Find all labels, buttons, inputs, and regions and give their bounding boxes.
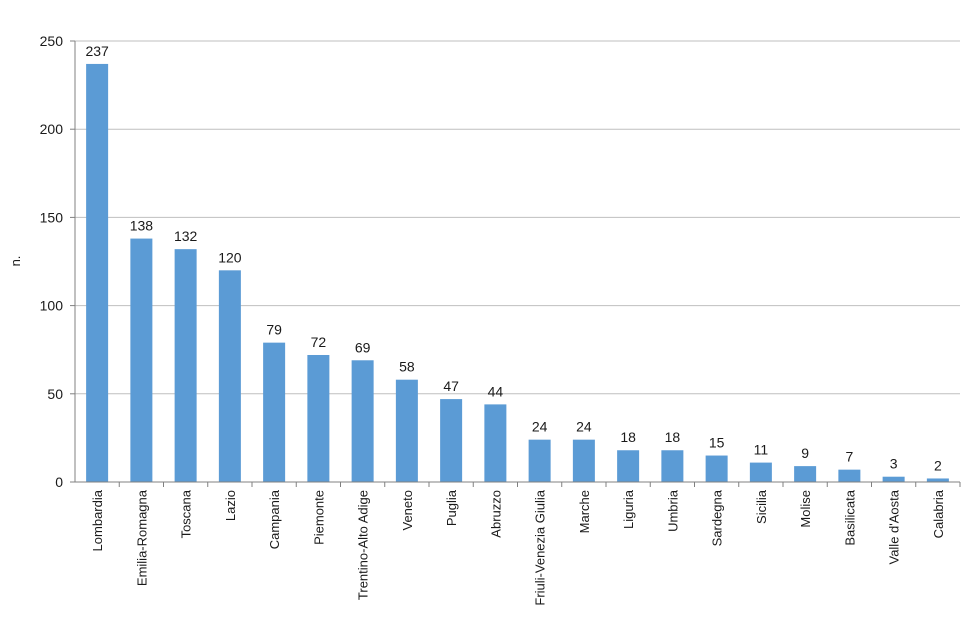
data-label: 69 bbox=[355, 339, 371, 355]
data-label: 132 bbox=[174, 228, 198, 244]
y-axis-ticks: 0 50 100 150 200 250 bbox=[40, 33, 75, 490]
y-tick-label: 50 bbox=[47, 386, 63, 402]
y-tick-label: 0 bbox=[55, 474, 63, 490]
x-tick-label: Basilicata bbox=[842, 489, 857, 545]
data-label: 11 bbox=[754, 442, 769, 458]
data-label: 7 bbox=[845, 449, 853, 465]
bar bbox=[440, 399, 463, 482]
data-label: 24 bbox=[532, 419, 548, 435]
data-label: 47 bbox=[443, 378, 459, 394]
data-label: 15 bbox=[709, 435, 725, 451]
data-label: 237 bbox=[85, 43, 109, 59]
data-label: 58 bbox=[399, 359, 415, 375]
bar bbox=[794, 466, 817, 482]
x-tick-label: Piemonte bbox=[311, 490, 326, 545]
bar bbox=[572, 439, 595, 482]
x-tick-label: Abruzzo bbox=[488, 490, 503, 538]
y-axis-label: n. bbox=[8, 256, 23, 267]
bar bbox=[174, 249, 197, 482]
x-tick-label: Valle d'Aosta bbox=[887, 489, 902, 564]
y-tick-label: 100 bbox=[40, 298, 64, 314]
bar bbox=[351, 360, 374, 482]
data-label: 79 bbox=[266, 322, 282, 338]
bar bbox=[882, 476, 905, 482]
bar bbox=[218, 270, 241, 482]
x-tick-label: Friuli-Venezia Giulia bbox=[533, 489, 548, 605]
x-tick-label: Toscana bbox=[179, 489, 194, 538]
data-label: 72 bbox=[311, 334, 327, 350]
data-label: 2 bbox=[934, 457, 942, 473]
bar bbox=[617, 450, 640, 482]
x-tick-label: Trentino-Alto Adige bbox=[356, 490, 371, 600]
bar bbox=[484, 404, 507, 482]
x-tick-label: Lombardia bbox=[90, 489, 105, 551]
data-label: 44 bbox=[488, 383, 504, 399]
bar bbox=[307, 354, 330, 482]
gridlines bbox=[75, 40, 960, 395]
x-tick-label: Campania bbox=[267, 489, 282, 549]
bar bbox=[86, 63, 109, 482]
x-tick-label: Umbria bbox=[665, 489, 680, 532]
x-tick-label: Emilia-Romagna bbox=[134, 489, 149, 586]
data-label: 18 bbox=[665, 429, 681, 445]
bar bbox=[749, 462, 772, 482]
data-label: 24 bbox=[576, 419, 592, 435]
bar bbox=[263, 342, 286, 482]
data-label: 18 bbox=[620, 429, 636, 445]
x-tick-label: Lazio bbox=[223, 490, 238, 521]
bar bbox=[395, 379, 418, 482]
data-label: 120 bbox=[218, 249, 242, 265]
y-tick-label: 200 bbox=[40, 121, 64, 137]
data-label: 138 bbox=[130, 218, 154, 234]
x-tick-label: Liguria bbox=[621, 489, 636, 529]
x-tick-label: Sardegna bbox=[710, 489, 725, 546]
bar bbox=[838, 469, 861, 482]
bar bbox=[528, 439, 551, 482]
bars bbox=[86, 63, 949, 482]
x-tick-label: Puglia bbox=[444, 489, 459, 526]
x-tick-label: Veneto bbox=[400, 490, 415, 531]
bar bbox=[926, 478, 949, 482]
x-axis-labels: Lombardia Emilia-Romagna Toscana Lazio Campa… bbox=[90, 482, 961, 606]
y-tick-label: 150 bbox=[40, 209, 64, 225]
x-tick-label: Calabria bbox=[931, 489, 946, 538]
bar bbox=[130, 238, 153, 482]
y-tick-label: 250 bbox=[40, 33, 64, 49]
x-tick-label: Molise bbox=[798, 490, 813, 528]
bar bbox=[705, 455, 728, 482]
x-tick-label: Sicilia bbox=[754, 489, 769, 524]
x-tick-label: Marche bbox=[577, 490, 592, 533]
data-labels: 237 138 132 120 79 72 69 58 47 44 24 24 18 18 15 11 9 7 3 2 bbox=[85, 43, 942, 474]
data-label: 9 bbox=[801, 445, 809, 461]
bar bbox=[661, 450, 684, 482]
data-label: 3 bbox=[890, 456, 898, 472]
